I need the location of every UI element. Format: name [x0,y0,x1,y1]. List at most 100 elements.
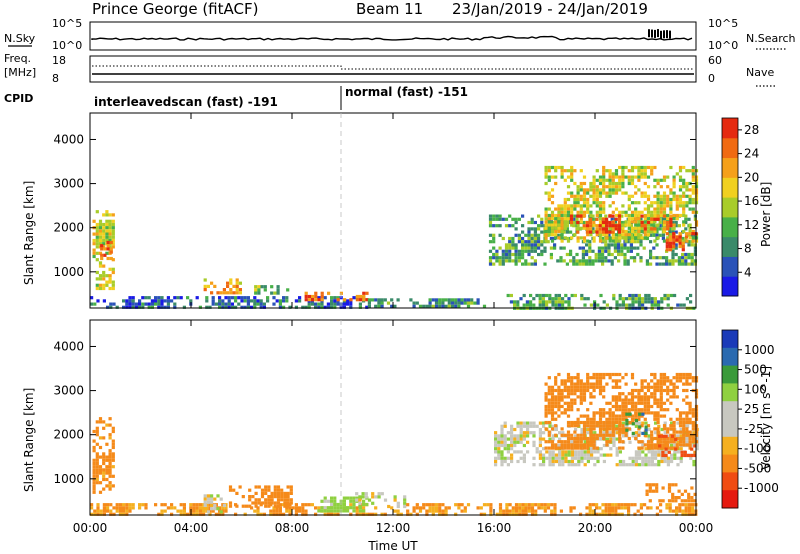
heatmap-cell [359,294,363,299]
heatmap-cell [396,509,400,513]
heatmap-cell [524,506,528,510]
heatmap-region [254,285,290,295]
heatmap-cell [542,459,546,464]
heatmap-cell [362,512,366,516]
heatmap-cell [627,181,631,186]
heatmap-cell [264,501,268,505]
heatmap-cell [479,506,483,510]
heatmap-cell [618,408,622,412]
heatmap-cell [105,219,109,223]
heatmap-cell [495,217,499,221]
heatmap-cell [623,259,627,263]
heatmap-cell [98,277,103,281]
heatmap-cell [601,249,605,253]
heatmap-cell [494,456,498,460]
heatmap-cell [560,175,564,179]
heatmap-cell [679,456,683,460]
heatmap-cell [614,372,619,377]
heatmap-cell [109,503,113,507]
heatmap-cell [278,512,282,516]
heatmap-cell [108,235,112,239]
heatmap-cell [631,303,635,307]
heatmap-cell [508,224,512,228]
heatmap-cell [679,459,683,464]
heatmap-cell [662,204,667,208]
heatmap-cell [615,447,619,451]
heatmap-cell [554,297,558,301]
heatmap-cell [283,501,287,505]
heatmap-cell [561,453,565,457]
heatmap-cell [691,207,695,211]
heatmap-cell [636,246,640,250]
heatmap-cell [675,417,679,421]
heatmap-cell [563,408,567,412]
heatmap-cell [554,446,558,450]
heatmap-cell [650,229,654,234]
heatmap-cell [519,440,523,444]
heatmap-cell [676,463,680,467]
heatmap-cell [173,305,177,309]
heatmap-cell [547,408,551,412]
heatmap-cell [176,509,180,513]
heatmap-cell [653,297,657,301]
heatmap-cell [646,194,651,198]
heatmap-cell [627,401,631,405]
heatmap-cell [657,424,661,428]
heatmap-cell [508,246,512,250]
heatmap-cell [573,424,577,428]
heatmap-cell [672,213,676,218]
heatmap-cell [138,299,142,303]
heatmap-cell [412,506,416,510]
heatmap-cell [530,512,535,516]
heatmap-cell [691,188,695,192]
heatmap-cell [582,392,587,396]
heatmap-cell [631,422,635,426]
heatmap-cell [557,220,561,224]
heatmap-cell [248,504,252,508]
heatmap-cell [563,382,567,386]
heatmap-cell [254,491,258,495]
heatmap-cell [547,191,551,195]
heatmap-cell [554,382,558,386]
heatmap-region [203,494,226,514]
heatmap-cell [560,382,564,386]
heatmap-cell [554,220,558,224]
heatmap-cell [650,303,654,307]
heatmap-cell [672,175,676,179]
heatmap-cell [640,414,644,418]
heatmap-cell [685,417,689,421]
heatmap-cell [599,437,603,441]
heatmap-cell [310,302,314,306]
heatmap-cell [522,437,526,441]
heatmap-cell [611,236,615,240]
heatmap-cell [653,165,657,170]
heatmap-cell [503,447,507,451]
heatmap-cell [630,226,635,230]
heatmap-cell [511,512,515,516]
heatmap-cell [685,297,689,301]
heatmap-cell [358,305,362,309]
heatmap-cell [645,489,649,493]
heatmap-cell [638,421,642,425]
heatmap-cell [95,433,99,437]
heatmap-cell [666,427,670,431]
heatmap-cell [574,427,578,432]
heatmap-cell [672,223,676,227]
heatmap-cell [358,302,362,306]
heatmap-cell [526,431,530,435]
x-tick-label: 12:00 [376,521,411,535]
heatmap-cell [166,296,170,300]
heatmap-cell [618,385,622,389]
heatmap-cell [656,217,660,221]
heatmap-cell [685,379,689,383]
heatmap-cell [621,204,625,208]
heatmap-cell [579,207,583,211]
heatmap-cell [355,509,359,513]
heatmap-cell [605,227,609,231]
heatmap-cell [320,506,324,510]
heatmap-cell [98,242,103,246]
heatmap-cell [683,499,688,503]
heatmap-cell [524,240,528,244]
heatmap-cell [503,421,507,425]
heatmap-cell [579,236,583,240]
